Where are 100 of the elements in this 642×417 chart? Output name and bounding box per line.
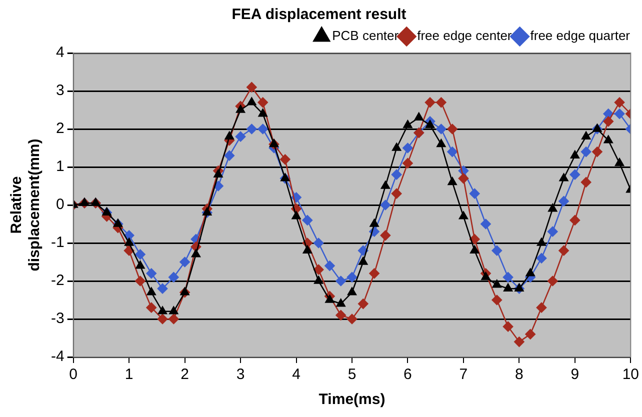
point xyxy=(224,150,235,161)
point xyxy=(158,306,168,314)
point xyxy=(313,264,324,275)
y-tick-label: 3 xyxy=(56,82,64,100)
point xyxy=(502,321,514,332)
point xyxy=(614,108,625,119)
y-tick-label: -4 xyxy=(50,348,64,366)
point xyxy=(570,150,580,158)
point xyxy=(436,97,446,108)
point xyxy=(526,268,535,276)
point xyxy=(258,97,268,108)
point xyxy=(314,276,324,284)
y-tick-label: 2 xyxy=(56,120,64,138)
y-tick-label: 0 xyxy=(56,196,64,214)
point xyxy=(292,211,301,220)
x-tick-label: 4 xyxy=(292,366,300,384)
point xyxy=(313,238,324,248)
point xyxy=(603,116,614,127)
point xyxy=(548,204,558,212)
y-tick-label: -2 xyxy=(50,272,64,290)
point xyxy=(168,272,179,282)
point xyxy=(391,188,402,199)
point xyxy=(235,131,246,142)
point xyxy=(236,104,246,113)
x-tick-label: 3 xyxy=(236,366,245,384)
point xyxy=(346,272,358,282)
point xyxy=(247,97,256,106)
point xyxy=(336,298,346,307)
point xyxy=(80,198,90,206)
point xyxy=(469,188,480,199)
point xyxy=(358,245,368,256)
point xyxy=(135,276,146,286)
point xyxy=(113,218,122,227)
point xyxy=(157,283,168,294)
point xyxy=(614,158,624,166)
point xyxy=(380,230,391,241)
point xyxy=(246,124,257,134)
point xyxy=(402,158,413,168)
point xyxy=(146,302,157,313)
point xyxy=(157,314,168,324)
point xyxy=(492,294,502,306)
point xyxy=(580,146,592,157)
point xyxy=(402,142,413,154)
point xyxy=(570,215,580,226)
y-tick-label: 1 xyxy=(56,158,64,176)
point xyxy=(180,256,190,268)
point xyxy=(380,200,391,210)
point xyxy=(558,245,569,256)
x-tick-label: 1 xyxy=(124,366,134,384)
point xyxy=(370,218,379,227)
legend-label: PCB center xyxy=(332,28,400,44)
point xyxy=(536,302,547,313)
point xyxy=(302,245,312,254)
point xyxy=(347,287,357,296)
point xyxy=(280,154,290,165)
point xyxy=(146,268,157,279)
point xyxy=(502,272,514,282)
point xyxy=(391,169,402,180)
point xyxy=(514,336,524,347)
point xyxy=(258,124,268,134)
point xyxy=(559,173,568,182)
point xyxy=(392,142,402,151)
point xyxy=(558,196,569,206)
y-axis-title: Relative displacement(mm) xyxy=(8,138,44,272)
point xyxy=(447,124,458,134)
point xyxy=(214,169,223,178)
point xyxy=(180,287,190,296)
point xyxy=(514,283,524,292)
point xyxy=(469,234,480,244)
point xyxy=(346,314,358,324)
point xyxy=(592,124,602,132)
point xyxy=(448,177,457,186)
x-tick-label: 8 xyxy=(515,366,524,384)
point xyxy=(336,276,346,286)
y-tick-label: -1 xyxy=(50,234,64,252)
point xyxy=(592,146,602,157)
x-tick-label: 7 xyxy=(459,366,468,384)
x-tick-label: 0 xyxy=(69,366,78,384)
x-tick-label: 5 xyxy=(348,366,356,384)
legend-label: free edge center xyxy=(417,28,512,44)
point xyxy=(547,226,558,237)
point xyxy=(91,198,100,206)
point xyxy=(246,82,257,92)
point xyxy=(369,268,380,279)
point xyxy=(135,249,146,260)
point xyxy=(614,97,625,108)
point xyxy=(146,287,156,296)
point xyxy=(358,298,368,309)
x-axis-title: Time(ms) xyxy=(318,391,386,408)
point xyxy=(525,329,536,340)
point xyxy=(124,238,134,246)
point xyxy=(202,207,212,216)
point xyxy=(582,131,591,140)
point xyxy=(436,124,446,134)
point xyxy=(191,249,200,258)
point xyxy=(302,215,313,226)
point xyxy=(447,146,458,157)
y-tick-label: 4 xyxy=(56,44,64,62)
point xyxy=(358,256,368,265)
point xyxy=(458,173,469,184)
